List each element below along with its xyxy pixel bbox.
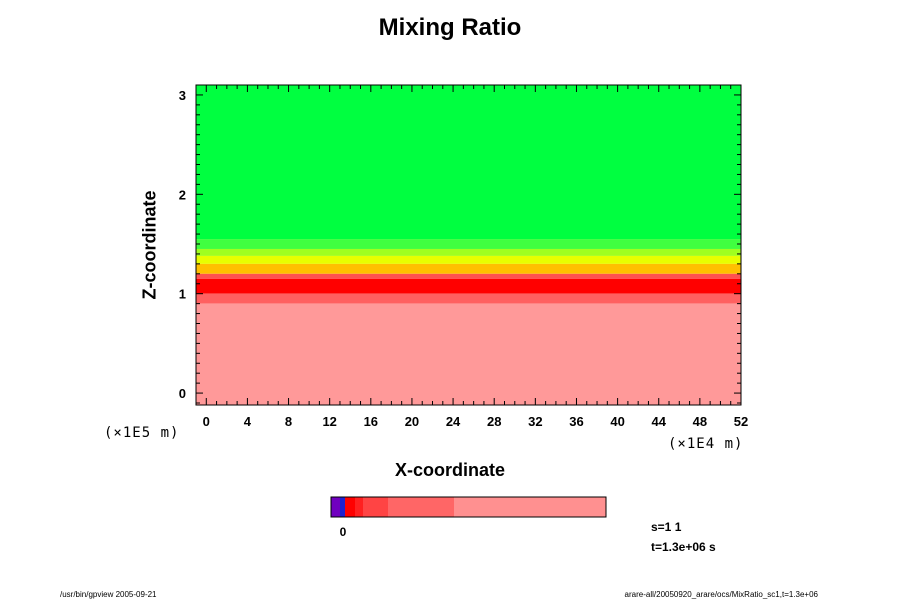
colorbar-segment bbox=[363, 497, 388, 517]
y-axis-ticks: 0 1 2 3 bbox=[179, 84, 741, 404]
heatmap-band-peak bbox=[196, 278, 741, 294]
colorbar-segment bbox=[388, 497, 454, 517]
x-tick-label: 36 bbox=[569, 414, 583, 429]
plot-frame bbox=[195, 84, 742, 406]
x-tick-label: 4 bbox=[244, 414, 252, 429]
x-axis-ticks: 0 4 8 12 16 20 24 28 32 36 40 44 48 52 bbox=[195, 85, 748, 429]
y-scale-note: (×1E5 m) bbox=[104, 425, 180, 441]
x-tick-label: 0 bbox=[203, 414, 210, 429]
x-tick-label: 40 bbox=[610, 414, 624, 429]
heatmap-band-lower bbox=[196, 303, 741, 405]
y-tick-label: 3 bbox=[179, 88, 186, 103]
x-tick-label: 32 bbox=[528, 414, 542, 429]
x-tick-label: 24 bbox=[446, 414, 461, 429]
x-tick-label: 8 bbox=[285, 414, 292, 429]
heatmap-band-transition-2 bbox=[196, 248, 741, 256]
heatmap-band-transition-4 bbox=[196, 263, 741, 274]
chart-title: Mixing Ratio bbox=[378, 14, 522, 41]
x-tick-label: 16 bbox=[364, 414, 378, 429]
heatmap-band-transition-1 bbox=[196, 239, 741, 249]
heatmap-band-upper bbox=[196, 85, 741, 240]
colorbar-segment bbox=[331, 497, 340, 517]
stat-s-label: s=1 1 bbox=[651, 520, 682, 534]
heatmap-band-lower-1 bbox=[196, 293, 741, 304]
footer-right: arare-all/20050920_arare/ocs/MixRatio_sc… bbox=[624, 590, 818, 599]
colorbar-frame bbox=[330, 496, 607, 518]
x-tick-label: 28 bbox=[487, 414, 501, 429]
x-tick-label: 52 bbox=[734, 414, 748, 429]
heatmap-bands bbox=[196, 85, 741, 405]
y-tick-label: 1 bbox=[179, 287, 186, 302]
colorbar-segment bbox=[345, 497, 355, 517]
colorbar: 0 bbox=[330, 496, 607, 539]
x-tick-label: 20 bbox=[405, 414, 419, 429]
heatmap-band-transition-5 bbox=[196, 273, 741, 279]
x-tick-label: 12 bbox=[322, 414, 336, 429]
stat-t-label: t=1.3e+06 s bbox=[651, 540, 716, 554]
colorbar-segment bbox=[355, 497, 363, 517]
y-tick-label: 0 bbox=[179, 386, 186, 401]
x-scale-note: (×1E4 m) bbox=[668, 436, 744, 452]
colorbar-segment bbox=[340, 497, 345, 517]
x-tick-label: 44 bbox=[652, 414, 667, 429]
y-tick-label: 2 bbox=[179, 187, 186, 202]
heatmap-band-transition-3 bbox=[196, 255, 741, 264]
x-axis-label: X-coordinate bbox=[394, 460, 505, 480]
colorbar-tick-label: 0 bbox=[340, 525, 347, 539]
colorbar-segment bbox=[454, 497, 606, 517]
footer-left: /usr/bin/gpview 2005-09-21 bbox=[60, 590, 157, 599]
x-tick-label: 48 bbox=[693, 414, 707, 429]
